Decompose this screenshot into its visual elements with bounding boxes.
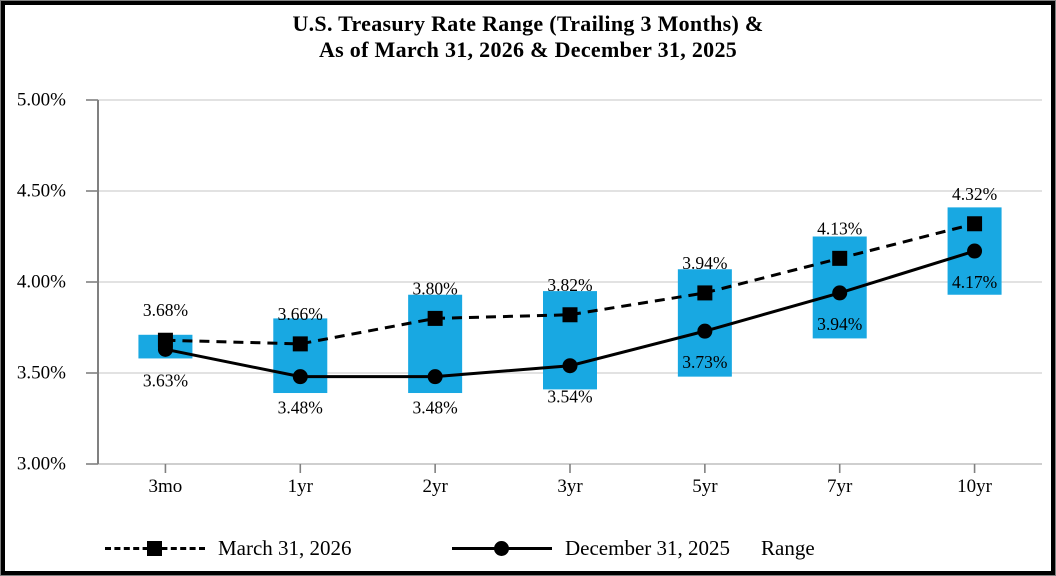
circle-marker-3yr	[562, 358, 578, 374]
square-marker-3yr	[562, 307, 578, 323]
legend-label: March 31, 2026	[218, 535, 352, 560]
range-swatch-icon	[698, 537, 722, 560]
data-label-march-5yr: 3.94%	[682, 253, 727, 273]
circle-marker-icon	[494, 540, 509, 556]
square-marker-icon	[147, 540, 162, 556]
y-tick-label: 3.00%	[17, 454, 66, 475]
data-label-march-10yr: 4.32%	[952, 184, 997, 204]
x-tick-label: 3yr	[557, 476, 583, 497]
y-tick-label: 3.50%	[17, 363, 66, 384]
circle-marker-7yr	[832, 285, 848, 301]
circle-marker-2yr	[427, 369, 443, 385]
legend-item-range: Range	[698, 527, 815, 569]
data-label-december-2yr: 3.48%	[413, 398, 458, 418]
legend: March 31, 2026 December 31, 2025 Range	[0, 527, 1056, 569]
legend-label: December 31, 2025	[565, 535, 731, 560]
data-label-march-7yr: 4.13%	[817, 218, 862, 238]
data-label-march-3yr: 3.82%	[547, 275, 592, 295]
y-tick-label: 5.00%	[17, 90, 66, 111]
square-marker-2yr	[427, 310, 443, 326]
x-tick-label: 10yr	[957, 476, 993, 497]
data-label-december-5yr: 3.73%	[682, 352, 727, 372]
square-marker-1yr	[292, 336, 308, 352]
circle-marker-1yr	[292, 369, 308, 385]
range-bar-3yr	[543, 291, 597, 390]
x-tick-label: 7yr	[827, 476, 853, 497]
y-tick-label: 4.50%	[17, 181, 66, 202]
chart-title-line2: As of March 31, 2026 & December 31, 2025	[318, 37, 738, 62]
data-label-march-1yr: 3.66%	[278, 304, 323, 324]
y-tick-label: 4.00%	[17, 272, 66, 293]
circle-marker-5yr	[697, 323, 713, 339]
x-tick-label: 1yr	[288, 476, 314, 497]
square-marker-10yr	[967, 216, 983, 232]
data-label-march-2yr: 3.80%	[413, 278, 458, 298]
legend-item-march-31-2026: March 31, 2026	[105, 527, 352, 569]
square-marker-3mo	[157, 332, 173, 348]
data-label-december-10yr: 4.17%	[952, 272, 997, 292]
legend-item-december-31-2025: December 31, 2025	[452, 527, 730, 569]
square-marker-7yr	[832, 250, 848, 266]
circle-marker-10yr	[967, 243, 983, 259]
data-label-december-3yr: 3.54%	[547, 387, 592, 407]
chart-title-line1: U.S. Treasury Rate Range (Trailing 3 Mon…	[292, 11, 764, 36]
chart-title: U.S. Treasury Rate Range (Trailing 3 Mon…	[0, 11, 1056, 63]
legend-label: Range	[761, 535, 815, 560]
data-label-march-3mo: 3.68%	[143, 300, 188, 320]
data-label-december-7yr: 3.94%	[817, 314, 862, 334]
x-tick-label: 2yr	[422, 476, 448, 497]
legend-dashed-line-sample	[105, 540, 205, 556]
x-tick-label: 5yr	[692, 476, 718, 497]
square-marker-5yr	[697, 285, 713, 301]
legend-solid-line-sample	[452, 540, 552, 556]
data-label-december-3mo: 3.63%	[143, 370, 188, 390]
data-label-december-1yr: 3.48%	[278, 398, 323, 418]
x-tick-label: 3mo	[149, 476, 183, 497]
